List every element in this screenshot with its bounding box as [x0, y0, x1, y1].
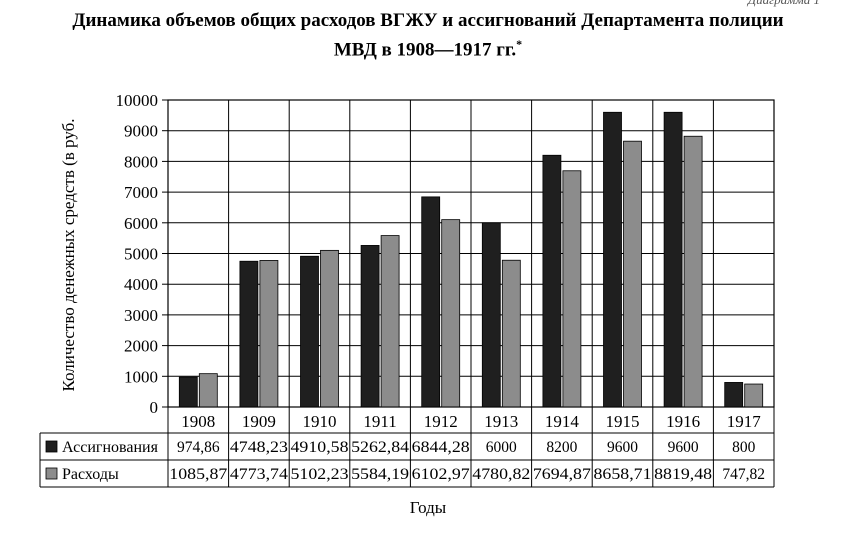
x-tick-label: 1917	[727, 412, 762, 431]
y-tick-label: 1000	[124, 367, 158, 386]
bar-allocations-1908	[178, 376, 198, 408]
x-tick-label: 1910	[303, 412, 337, 431]
bar-expenses-1910	[320, 249, 339, 408]
data-label: 4910,58	[291, 439, 349, 456]
y-tick-label: 3000	[124, 306, 158, 325]
y-tick-label: 6000	[124, 214, 158, 233]
y-axis-label: Количество денежных средств (в руб.	[59, 118, 78, 391]
data-label: 6102,97	[412, 466, 470, 483]
y-tick-label: 5000	[124, 245, 158, 264]
bar-allocations-1914	[542, 154, 562, 408]
chart-title-line2: МВД в 1908—1917 гг.*	[0, 33, 856, 61]
bar-expenses-1911	[380, 235, 400, 408]
data-table: 1908 1909 1910 1911 1912 1913 1914 1915 1916 1917…	[39, 406, 775, 488]
bar-expenses-1914	[562, 170, 582, 408]
footnote-mark: *	[516, 37, 523, 51]
data-label: 4780,82	[472, 466, 530, 483]
grid-lines	[167, 99, 775, 408]
bar-allocations-1917	[724, 382, 744, 408]
x-tick-label: 1915	[606, 412, 640, 431]
x-tick-label: 1909	[242, 412, 276, 431]
bar-allocations-1909	[239, 260, 259, 408]
x-tick-label: 1912	[424, 412, 458, 431]
data-label: 9600	[607, 439, 638, 456]
legend-label: Ассигнования	[62, 439, 159, 456]
data-label: 800	[732, 439, 756, 456]
bar-expenses-1912	[441, 219, 461, 408]
y-tick-label: 4000	[124, 275, 158, 294]
bar-allocations-1912	[421, 196, 441, 408]
bar-expenses-1909	[259, 260, 279, 408]
data-label: 4773,74	[230, 466, 288, 483]
y-tick-label: 2000	[124, 337, 158, 356]
data-label: 5102,23	[291, 466, 349, 483]
bar-allocations-1911	[360, 245, 380, 408]
data-label: 9600	[668, 439, 699, 456]
data-label: 5584,19	[351, 466, 409, 483]
bars	[178, 111, 764, 408]
legend-swatch	[45, 467, 58, 480]
bar-expenses-1913	[501, 259, 521, 408]
y-axis: 0 1000 2000 3000 4000 5000 6000 7000 8000 9000 100…	[116, 91, 168, 417]
bar-allocations-1910	[300, 255, 319, 408]
y-tick-label: 8000	[124, 152, 158, 171]
data-label: 4748,23	[230, 439, 288, 456]
bar-expenses-1916	[683, 135, 703, 408]
x-axis-title: Годы	[409, 498, 447, 517]
legend-label: Расходы	[62, 466, 119, 483]
x-tick-label: 1913	[484, 412, 518, 431]
x-tick-label: 1914	[545, 412, 580, 431]
bar-expenses-1917	[744, 383, 764, 408]
data-label: 8200	[546, 439, 577, 456]
x-tick-label: 1916	[666, 412, 700, 431]
chart-title-text: МВД в 1908—1917 гг.	[333, 39, 517, 61]
bar-allocations-1916	[663, 111, 683, 408]
y-tick-label: 9000	[124, 122, 158, 141]
data-label: 6000	[486, 439, 517, 456]
data-label: 6844,28	[412, 439, 470, 456]
bar-allocations-1913	[481, 222, 501, 408]
data-label: 8658,71	[594, 466, 652, 483]
bar-expenses-1915	[623, 140, 642, 408]
legend-swatch	[45, 440, 58, 453]
x-tick-label: 1908	[181, 412, 215, 431]
y-tick-label: 0	[150, 398, 159, 417]
corner-caption: Диаграмма 1	[748, 0, 820, 8]
data-label: 974,86	[177, 439, 220, 456]
y-tick-label: 10000	[116, 91, 159, 110]
data-label: 747,82	[722, 466, 765, 483]
data-label: 8819,48	[654, 466, 712, 483]
bar-allocations-1915	[603, 111, 622, 408]
data-label: 5262,84	[351, 439, 409, 456]
data-label: 7694,87	[533, 466, 591, 483]
chart-title-line1: Динамика объемов общих расходов ВГЖУ и а…	[72, 10, 784, 31]
y-tick-label: 7000	[124, 183, 158, 202]
x-tick-label: 1911	[363, 412, 396, 431]
data-label: 1085,87	[169, 466, 227, 483]
bar-expenses-1908	[198, 373, 218, 408]
